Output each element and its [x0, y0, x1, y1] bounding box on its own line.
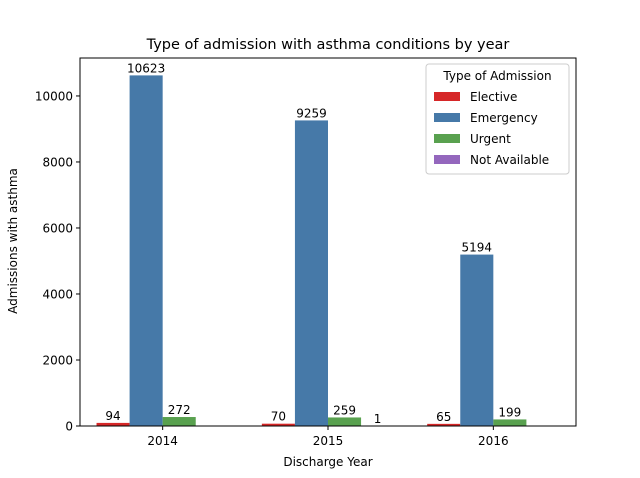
y-tick-label: 2000 — [42, 353, 73, 367]
bar — [427, 423, 461, 426]
legend-swatch — [434, 113, 460, 122]
data-label: 1 — [374, 412, 382, 426]
legend-swatch — [434, 155, 460, 164]
chart-title: Type of admission with asthma conditions… — [146, 37, 510, 53]
data-label: 70 — [271, 410, 286, 424]
bar — [96, 422, 130, 426]
x-tick-label: 2016 — [478, 434, 509, 448]
plot-area: 0 2000 4000 6000 8000 10000 2014 94 10623 272 2015… — [35, 61, 527, 448]
data-label: 94 — [105, 409, 120, 423]
data-label: 272 — [168, 403, 191, 417]
y-tick-label: 10000 — [35, 89, 73, 103]
data-label: 9259 — [296, 106, 327, 120]
legend-title: Type of Admission — [442, 69, 551, 83]
bar — [328, 417, 362, 426]
y-tick-label: 8000 — [42, 155, 73, 169]
legend-label: Elective — [470, 90, 517, 104]
bar — [460, 254, 494, 426]
data-label: 65 — [436, 410, 451, 424]
y-tick-label: 6000 — [42, 221, 73, 235]
legend-swatch — [434, 92, 460, 101]
bar — [294, 120, 328, 427]
legend-label: Urgent — [470, 132, 511, 146]
legend-box — [425, 63, 570, 175]
data-label: 259 — [333, 403, 356, 417]
y-axis-label: Admissions with asthma — [6, 168, 20, 314]
y-tick-label: 4000 — [42, 287, 73, 301]
y-tick-label: 0 — [65, 420, 73, 434]
bar — [162, 417, 196, 426]
legend-label: Emergency — [470, 111, 538, 125]
plot-frame — [79, 57, 577, 427]
bar — [261, 423, 295, 426]
x-axis-label: Discharge Year — [283, 455, 372, 469]
data-label: 199 — [498, 405, 521, 419]
data-label: 10623 — [127, 61, 165, 75]
legend: Type of Admission Elective Emergency Urgent… — [425, 63, 570, 175]
x-tick-label: 2014 — [147, 434, 178, 448]
bar — [493, 419, 527, 426]
data-label: 5194 — [462, 241, 493, 255]
bar — [129, 75, 163, 426]
x-tick-label: 2015 — [313, 434, 344, 448]
legend-label: Not Available — [470, 153, 549, 167]
legend-swatch — [434, 134, 460, 143]
